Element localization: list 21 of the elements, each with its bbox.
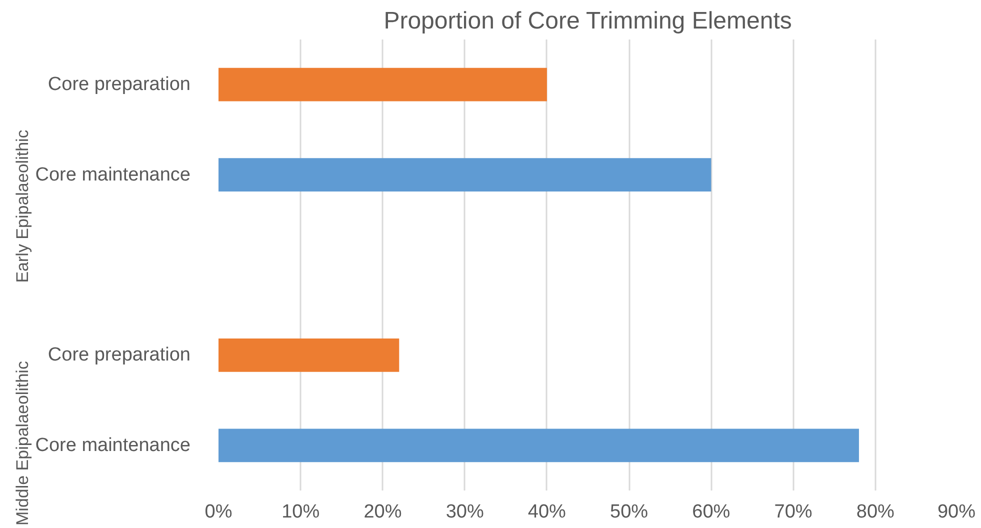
y-tick-label: Core preparation bbox=[48, 74, 191, 96]
bar bbox=[218, 158, 712, 192]
x-tick-label: 0% bbox=[204, 502, 232, 522]
text: Middle Epipalaeolithic bbox=[13, 360, 32, 526]
x-tick-label: 70% bbox=[774, 502, 812, 522]
y-tick-label: Core maintenance bbox=[35, 164, 191, 186]
y-tick-label: Core maintenance bbox=[35, 434, 191, 456]
y-tick-label: Core preparation bbox=[48, 344, 191, 366]
x-tick-label: 30% bbox=[446, 502, 484, 522]
x-tick-label: 80% bbox=[856, 502, 895, 522]
x-tick-label: 90% bbox=[937, 502, 976, 522]
x-tick-label: 50% bbox=[610, 502, 648, 522]
x-tick-label: 40% bbox=[528, 502, 566, 522]
bar bbox=[218, 428, 859, 462]
bar bbox=[218, 338, 400, 372]
text: Early Epipalaeolithic bbox=[13, 129, 32, 283]
chart-title: Proportion of Core Trimming Elements bbox=[384, 8, 792, 34]
bar bbox=[218, 68, 547, 102]
x-tick-label: 20% bbox=[364, 502, 402, 522]
x-tick-label: 60% bbox=[692, 502, 730, 522]
x-tick-label: 10% bbox=[282, 502, 320, 522]
